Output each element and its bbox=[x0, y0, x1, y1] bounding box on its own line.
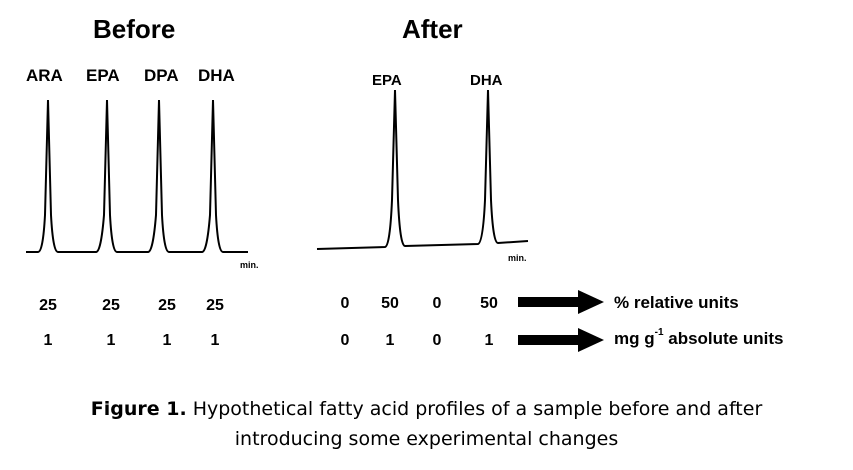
before-absolute-value-dpa: 1 bbox=[162, 332, 172, 349]
before-absolute-value-ara: 1 bbox=[43, 332, 53, 349]
after-chromatogram-trace bbox=[316, 89, 529, 250]
absolute-units-arrow bbox=[518, 328, 604, 352]
before-peak-label-dha: DHA bbox=[198, 66, 235, 85]
after-absolute-value-4: 1 bbox=[484, 332, 494, 349]
absolute-units-prefix: mg g bbox=[614, 329, 655, 348]
before-peak-label-dpa: DPA bbox=[144, 66, 179, 85]
after-absolute-value-2: 1 bbox=[385, 332, 395, 349]
before-heading: Before bbox=[93, 14, 176, 44]
figure-caption-line-2: introducing some experimental changes bbox=[234, 428, 619, 450]
after-relative-value-3: 0 bbox=[432, 295, 442, 312]
after-absolute-value-1: 0 bbox=[340, 332, 350, 349]
figure-caption-text-1: Hypothetical fatty acid profiles of a sa… bbox=[186, 398, 763, 420]
before-axis-unit: min. bbox=[240, 260, 259, 270]
before-peak-label-epa: EPA bbox=[86, 66, 120, 85]
before-relative-value-epa: 25 bbox=[102, 297, 120, 314]
after-relative-value-2: 50 bbox=[381, 295, 399, 312]
before-absolute-value-dha: 1 bbox=[210, 332, 220, 349]
absolute-units-label: mg g-1 absolute units bbox=[614, 327, 784, 349]
before-relative-value-dpa: 25 bbox=[158, 297, 176, 314]
after-absolute-value-3: 0 bbox=[432, 332, 442, 349]
after-axis-unit: min. bbox=[508, 253, 527, 263]
figure-caption-label: Figure 1. bbox=[90, 398, 187, 420]
after-relative-value-4: 50 bbox=[480, 295, 498, 312]
before-absolute-value-epa: 1 bbox=[106, 332, 116, 349]
absolute-units-suffix: absolute units bbox=[663, 329, 784, 348]
before-relative-value-dha: 25 bbox=[206, 297, 224, 314]
after-relative-value-1: 0 bbox=[340, 295, 350, 312]
relative-units-arrow bbox=[518, 290, 604, 314]
after-peak-label-epa: EPA bbox=[372, 72, 402, 89]
relative-units-label: % relative units bbox=[614, 293, 739, 312]
before-relative-value-ara: 25 bbox=[39, 297, 57, 314]
after-heading: After bbox=[402, 14, 463, 44]
absolute-units-superscript: -1 bbox=[654, 327, 664, 338]
figure-caption-line-1: Figure 1. Hypothetical fatty acid profil… bbox=[0, 398, 853, 420]
after-peak-label-dha: DHA bbox=[470, 72, 503, 89]
before-peak-label-ara: ARA bbox=[26, 66, 63, 85]
before-chromatogram-trace bbox=[26, 99, 248, 253]
